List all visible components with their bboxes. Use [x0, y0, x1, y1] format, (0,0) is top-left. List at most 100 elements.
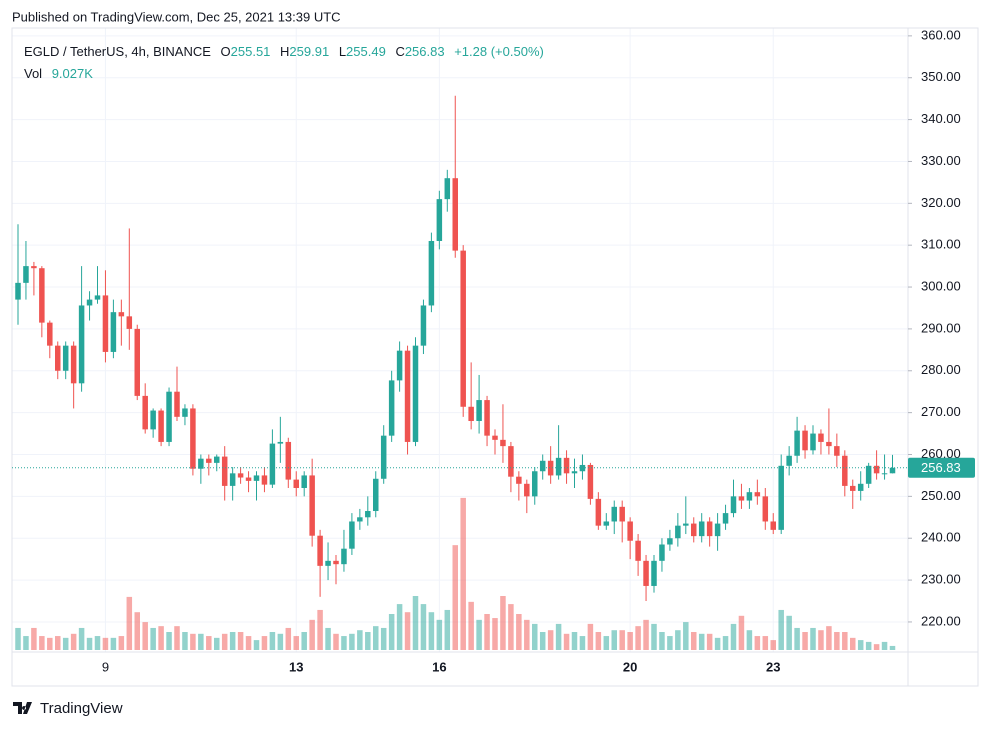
volume-bar: [70, 633, 77, 650]
candle-body: [611, 506, 617, 522]
candle-body: [738, 496, 745, 501]
volume-bar: [269, 632, 276, 650]
y-tick-label: 280.00: [921, 362, 961, 377]
candle-body: [802, 430, 808, 451]
volume-bar: [826, 626, 832, 650]
candle-body: [698, 521, 705, 537]
candle-body: [675, 525, 681, 539]
volume-bar: [818, 630, 824, 650]
volume-bar: [746, 630, 753, 650]
candle-body: [818, 433, 824, 442]
y-tick-label: 310.00: [921, 237, 961, 252]
candle-body: [595, 498, 602, 526]
low-value: 255.49: [346, 44, 386, 59]
volume-bar: [492, 618, 498, 650]
candle-body: [714, 523, 721, 537]
candle-body: [857, 483, 864, 491]
volume-bar: [651, 623, 657, 650]
volume-bar: [229, 632, 236, 650]
candle-body: [102, 295, 109, 352]
candle-body: [134, 328, 140, 396]
candle-body: [126, 316, 133, 329]
candle-body: [78, 305, 85, 384]
x-tick-label: 16: [432, 659, 446, 674]
volume-bar: [23, 636, 29, 650]
volume-bar: [730, 623, 737, 650]
volume-bar: [635, 626, 641, 650]
ohlc-letter: C: [395, 44, 404, 59]
volume-bar: [675, 630, 681, 650]
volume-bar: [873, 644, 880, 650]
candle-body: [373, 478, 379, 512]
candle-body: [706, 521, 713, 537]
candle-body: [754, 492, 761, 497]
candle-body: [881, 473, 888, 475]
last-price-label: 256.83: [921, 460, 961, 475]
close-value: 256.83: [405, 44, 445, 59]
candle-body: [627, 521, 633, 541]
volume-bar: [55, 636, 61, 650]
candle-body: [571, 471, 578, 474]
volume-bar: [436, 619, 443, 650]
candle-body: [428, 240, 435, 306]
candle-body: [396, 350, 403, 381]
volume-bar: [126, 596, 133, 650]
y-tick-label: 350.00: [921, 69, 961, 84]
candle-body: [182, 408, 188, 417]
y-tick-label: 220.00: [921, 613, 961, 628]
ohlc-letter: L: [339, 44, 346, 59]
candle-body: [516, 476, 522, 484]
x-tick-label: 9: [102, 659, 109, 674]
open-value: 255.51: [231, 44, 271, 59]
candle-body: [524, 483, 530, 497]
candle-body: [380, 435, 387, 479]
x-tick-label: 23: [766, 659, 780, 674]
volume-bar: [563, 633, 570, 650]
candle-body: [484, 400, 490, 436]
candle-body: [94, 295, 101, 300]
candle-body: [55, 345, 61, 371]
candle-body: [206, 458, 212, 463]
candle-body: [341, 548, 347, 565]
volume-bar: [357, 630, 363, 650]
y-tick-label: 340.00: [921, 111, 961, 126]
chart-frame: [11, 27, 979, 687]
volume-bar: [722, 636, 729, 650]
candle-body: [166, 391, 172, 442]
candle-body: [539, 460, 546, 472]
logo: [13, 702, 32, 714]
volume-bar: [110, 637, 117, 650]
y-tick-label: 360.00: [921, 27, 961, 42]
candle-body: [826, 441, 832, 447]
candle-body: [404, 350, 411, 442]
candle-body: [317, 535, 323, 566]
change: +1.28 (+0.50%): [454, 44, 544, 59]
volume-bar: [341, 636, 347, 650]
candle-body: [31, 266, 37, 269]
volume-bar: [380, 627, 387, 650]
candle-body: [850, 485, 856, 491]
volume-bar: [460, 497, 466, 650]
candle-body: [245, 477, 252, 481]
volume-bar: [142, 622, 148, 650]
symbol: EGLD / TetherUS, 4h, BINANCE: [24, 44, 211, 59]
volume-bar: [786, 615, 792, 650]
volume-bar: [118, 636, 125, 650]
volume-bar: [349, 633, 355, 650]
volume-bar: [198, 633, 204, 650]
candle-body: [142, 395, 148, 430]
grid: [12, 28, 908, 652]
volume-bar: [802, 632, 808, 650]
candle-body: [190, 408, 196, 469]
volume-bar: [190, 633, 196, 650]
y-tick-label: 330.00: [921, 153, 961, 168]
candle-body: [770, 521, 776, 530]
candle-body: [62, 345, 69, 371]
volume-bar: [810, 627, 816, 650]
volume-bar: [182, 632, 188, 650]
volume-bar: [587, 623, 594, 650]
candle-body: [174, 391, 180, 417]
volume-bar: [221, 633, 228, 650]
legend: EGLD / TetherUS, 4h, BINANCE O255.51 H25…: [24, 44, 544, 59]
volume-bar: [373, 626, 379, 650]
